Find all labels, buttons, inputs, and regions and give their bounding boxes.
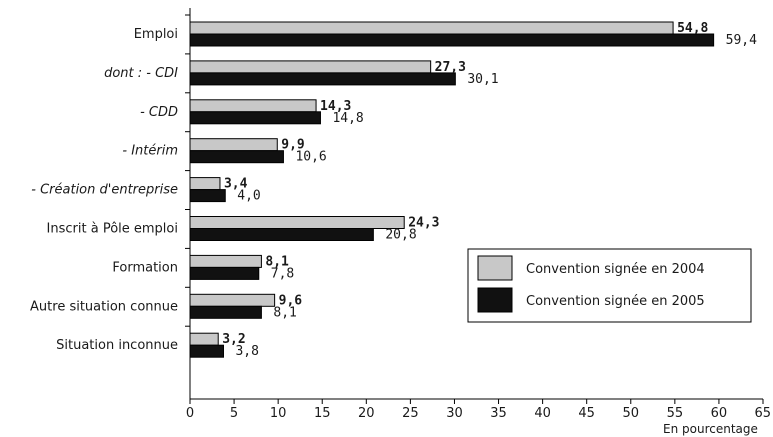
- bar-2004: [189, 254, 262, 268]
- category-label: Emploi: [134, 27, 178, 42]
- bar-2004: [189, 60, 432, 74]
- category-label: dont : - CDI: [104, 66, 178, 81]
- value-label-2005: 10,6: [295, 150, 326, 165]
- value-label-2004: 3,4: [224, 177, 248, 192]
- category-label: Situation inconnue: [56, 338, 178, 353]
- category-label: - CDD: [140, 105, 178, 120]
- x-tick-label: 35: [490, 406, 507, 421]
- category-label: - Intérim: [122, 144, 178, 159]
- value-label-2005: 3,8: [235, 344, 258, 359]
- bar-2005: [189, 150, 284, 164]
- value-label-2005: 14,8: [332, 111, 363, 126]
- bar-2005: [189, 305, 262, 319]
- value-label-2005: 4,0: [237, 189, 260, 204]
- category-label: Autre situation connue: [30, 299, 178, 314]
- bar-2004: [189, 138, 278, 152]
- bar-2005: [189, 344, 224, 358]
- value-label-2004: 3,2: [222, 332, 245, 347]
- value-label-2005: 30,1: [467, 72, 498, 87]
- bar-2005: [189, 228, 374, 241]
- bar-2005: [189, 33, 715, 47]
- value-label-2005: 8,1: [273, 305, 296, 320]
- bar-2004: [189, 99, 317, 113]
- value-label-2005: 7,8: [271, 266, 294, 281]
- x-tick-label: 40: [534, 406, 551, 421]
- legend-frame: [467, 248, 752, 323]
- x-tick-label: 15: [314, 406, 331, 421]
- bar-2004: [189, 216, 405, 229]
- x-tick-label: 60: [711, 406, 728, 421]
- bar-2004: [189, 332, 219, 346]
- x-tick-label: 30: [446, 406, 463, 421]
- category-label: Inscrit à Pôle emploi: [47, 222, 178, 237]
- value-label-2004: 9,6: [279, 293, 303, 308]
- bar-2005: [189, 266, 260, 280]
- category-labels: Emploi dont : - CDI - CDD - Intérim - Créati…: [30, 27, 178, 353]
- value-label-2004: 54,8: [677, 21, 708, 36]
- category-label: - Création d'entreprise: [31, 183, 178, 198]
- x-tick-label: 50: [622, 406, 639, 421]
- x-tick-label: 0: [186, 406, 194, 421]
- legend-label-2004: Convention signée en 2004: [526, 262, 705, 277]
- value-label-2004: 24,3: [408, 216, 439, 231]
- value-label-2004: 27,3: [435, 60, 466, 75]
- value-label-2005: 59,4: [726, 33, 757, 48]
- value-label-2004: 9,9: [281, 138, 304, 153]
- legend-swatch-2004: [477, 255, 513, 281]
- value-label-2004: 14,3: [320, 99, 351, 114]
- x-tick-label: 20: [358, 406, 375, 421]
- x-axis-unit-label: En pourcentage: [663, 422, 758, 436]
- category-label: Formation: [112, 260, 178, 275]
- x-tick-label: 10: [270, 406, 287, 421]
- x-tick-label: 55: [667, 406, 684, 421]
- value-labels: 54,8 59,4 27,330,1 14,314,8 9,910,6 3,44,0 24,…: [222, 21, 757, 359]
- bar-2004: [189, 293, 276, 307]
- x-tick-label: 25: [402, 406, 419, 421]
- bar-2004: [189, 21, 674, 35]
- x-tick-label: 45: [578, 406, 595, 421]
- value-label-2004: 8,1: [265, 254, 289, 269]
- bar-2004: [189, 177, 221, 191]
- legend-swatch-2005: [477, 287, 513, 313]
- x-axis: 0 5 10 15 20 25 30 35 40 45 50 55 60 65: [185, 8, 771, 421]
- value-label-2005: 20,8: [385, 228, 416, 243]
- x-tick-label: 5: [230, 406, 238, 421]
- legend-label-2005: Convention signée en 2005: [526, 294, 705, 309]
- bar-2005: [189, 72, 456, 86]
- x-tick-label: 65: [754, 406, 771, 421]
- bar-2005: [189, 189, 226, 203]
- legend: Convention signée en 2004 Convention sig…: [467, 248, 752, 323]
- bar-2005: [189, 111, 321, 125]
